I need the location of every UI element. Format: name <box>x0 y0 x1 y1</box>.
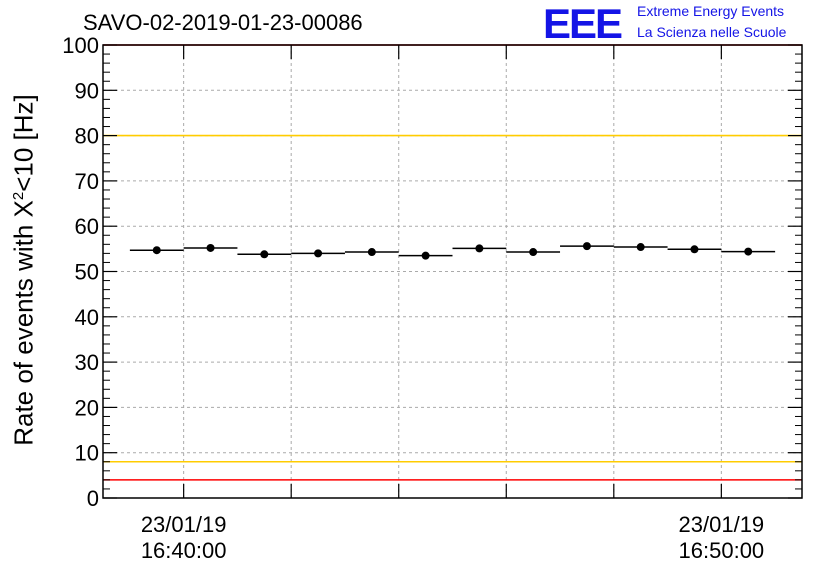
y-tick-label: 50 <box>75 260 99 285</box>
data-point <box>582 242 591 251</box>
data-point <box>314 249 323 258</box>
y-tick-label: 40 <box>75 305 99 330</box>
axis-ticks <box>103 44 802 499</box>
y-tick-label: 0 <box>87 486 99 511</box>
data-point <box>367 248 376 257</box>
y-tick-label: 70 <box>75 169 99 194</box>
data-point <box>421 251 430 260</box>
data-point <box>529 248 538 257</box>
y-tick-label: 90 <box>75 78 99 103</box>
data-point <box>152 246 161 255</box>
x-tick-time: 16:50:00 <box>678 538 765 563</box>
reference-lines <box>103 44 802 481</box>
eee-logo: EEE <box>543 0 623 47</box>
y-axis-label: Rate of events with X2<10 [Hz] <box>8 94 39 446</box>
data-point <box>636 243 645 252</box>
grid-lines <box>103 44 802 499</box>
logo-line-2: La Scienza nelle Scuole <box>637 24 787 40</box>
data-point <box>744 247 753 256</box>
x-tick-date: 23/01/19 <box>678 512 765 537</box>
data-point <box>206 243 215 252</box>
x-tick-date: 23/01/19 <box>140 512 227 537</box>
y-tick-label: 80 <box>75 124 99 149</box>
x-tick-label: 23/01/19 16:50:00 <box>679 512 765 564</box>
y-tick-label: 10 <box>75 441 99 466</box>
x-tick-time: 16:40:00 <box>140 538 227 563</box>
logo-line-1: Extreme Energy Events <box>637 3 785 19</box>
data-point <box>690 245 699 254</box>
x-tick-label: 23/01/19 16:40:00 <box>141 512 227 564</box>
y-tick-label: 30 <box>75 350 99 375</box>
y-tick-label: 60 <box>75 214 99 239</box>
data-series <box>129 242 776 260</box>
data-point <box>475 244 484 253</box>
chart-title: SAVO-02-2019-01-23-00086 <box>83 10 363 35</box>
y-tick-label: 100 <box>62 33 99 58</box>
y-tick-label: 20 <box>75 395 99 420</box>
data-point <box>260 250 269 259</box>
y-tick-labels: 0 10 20 30 40 50 60 70 80 90 100 <box>62 33 99 511</box>
